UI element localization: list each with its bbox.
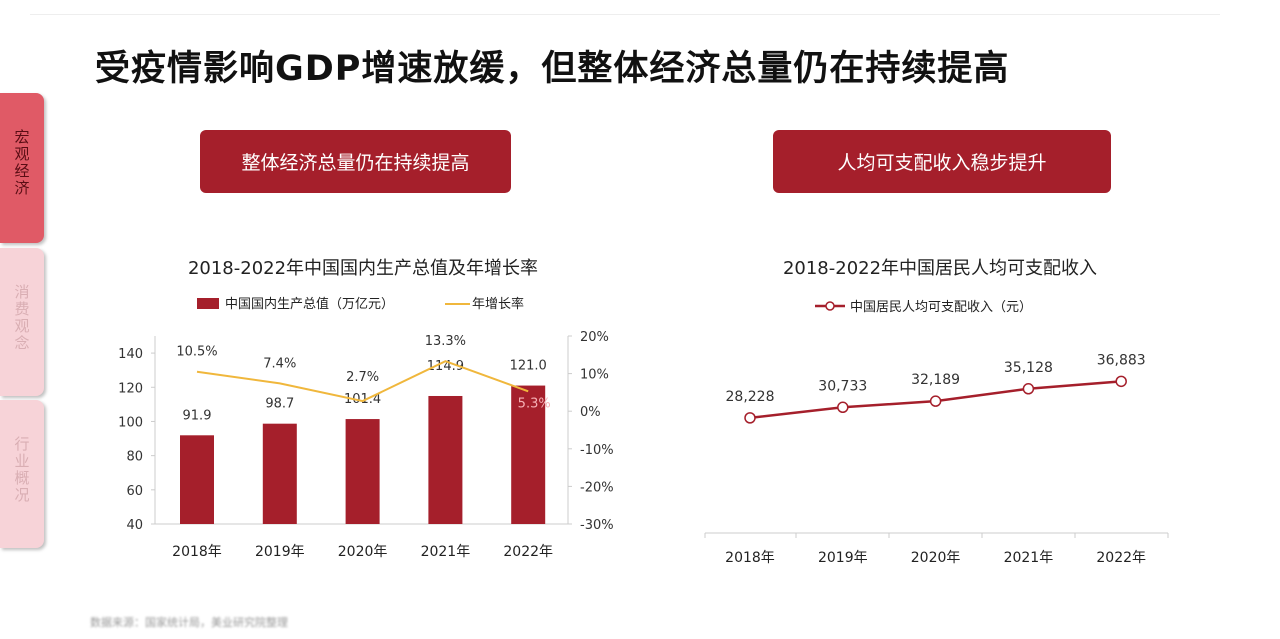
left-tick-label: 140 [118,347,143,362]
right-tick-label: -10% [580,443,614,458]
gdp-bar [345,419,380,524]
income-label: 30,733 [818,378,867,394]
x-tick-label: 2022年 [1096,550,1146,566]
gdp-bar-label: 98.7 [265,397,294,412]
sidebar-tab-label: 宏观经济 [12,129,31,197]
legend-bar-swatch [197,298,219,309]
legend-gdp-label: 中国国内生产总值（万亿元） [225,296,394,312]
sidebar-tab-industry-overview[interactable]: 行业概况 [0,400,44,548]
x-tick-label: 2019年 [818,550,868,566]
gdp-bar-label: 114.9 [427,359,464,374]
growth-label: 13.3% [425,334,466,349]
income-point [1115,375,1127,388]
sidebar-tab-label: 消费观念 [12,284,31,352]
income-point [1022,383,1035,395]
legend-income-label: 中国居民人均可支配收入（元） [850,300,1032,315]
income-label: 32,189 [911,372,960,388]
x-tick-label: 2021年 [421,544,471,560]
income-label: 28,228 [726,389,775,405]
x-tick-label: 2018年 [725,550,775,566]
gdp-bar-label: 91.9 [183,408,212,423]
income-point [837,401,849,414]
data-source-note: 数据来源：国家统计局，美业研究院整理 [90,616,288,629]
income-label: 35,128 [1004,360,1053,376]
income-chart-title: 2018-2022年中国居民人均可支配收入 [783,258,1097,279]
x-tick-label: 2019年 [255,544,305,560]
x-tick-label: 2021年 [1004,550,1054,566]
income-point [744,412,756,424]
gdp-chart-title: 2018-2022年中国国内生产总值及年增长率 [188,258,538,279]
x-tick-label: 2018年 [172,544,222,560]
gdp-bar-label: 121.0 [510,359,547,374]
growth-line [196,360,529,403]
right-tick-label: -20% [580,480,614,495]
page-title: 受疫情影响GDP增速放缓，但整体经济总量仍在持续提高 [95,49,1010,89]
income-label: 36,883 [1097,352,1146,368]
x-tick-label: 2022年 [503,544,553,560]
left-tick-label: 100 [118,415,143,430]
growth-label: 7.4% [263,356,296,371]
right-tick-label: -30% [580,518,614,533]
legend-growth-label: 年增长率 [472,296,524,312]
sidebar-tab-macro-economy[interactable]: 宏观经济 [0,93,44,243]
left-tick-label: 60 [126,484,143,499]
right-tick-label: 10% [580,368,609,383]
sidebar-tab-label: 行业概况 [12,436,31,504]
gdp-bar [511,385,546,524]
gdp-section-button[interactable]: 整体经济总量仍在持续提高 [200,130,511,193]
growth-label: 5.3% [518,396,551,411]
legend-income-marker [825,301,835,311]
right-tick-label: 20% [580,330,609,345]
right-tick-label: 0% [580,405,601,420]
top-divider [30,14,1220,15]
growth-label: 10.5% [176,345,217,360]
x-tick-label: 2020年 [338,544,388,560]
income-point [929,395,942,407]
x-tick-label: 2020年 [911,550,961,566]
sidebar-tab-consumer-concepts[interactable]: 消费观念 [0,248,44,396]
left-tick-label: 40 [126,518,143,533]
left-tick-label: 120 [118,381,143,396]
growth-label: 2.7% [346,370,379,385]
left-tick-label: 80 [126,450,143,465]
income-section-button[interactable]: 人均可支配收入稳步提升 [773,130,1111,193]
gdp-bar [180,435,214,524]
gdp-bar [262,423,297,524]
gdp-bar [428,395,463,524]
